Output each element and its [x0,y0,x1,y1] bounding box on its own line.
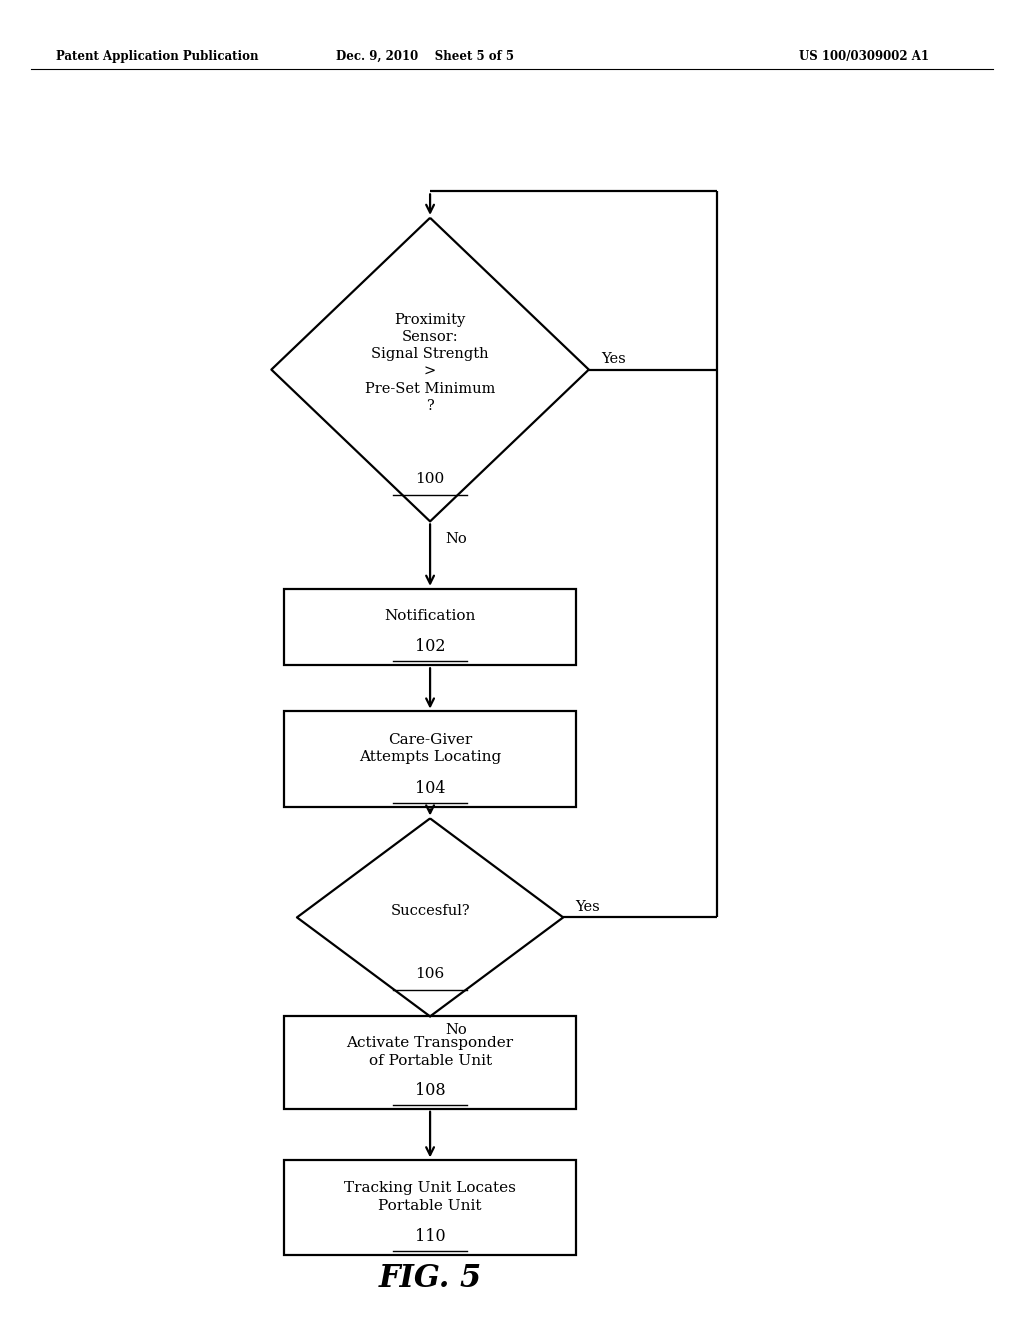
Text: No: No [445,1023,467,1038]
Bar [284,711,575,807]
Text: Proximity
Sensor:
Signal Strength
>
Pre-Set Minimum
?: Proximity Sensor: Signal Strength > Pre-… [365,313,496,413]
Text: Tracking Unit Locates
Portable Unit: Tracking Unit Locates Portable Unit [344,1181,516,1213]
Text: 100: 100 [416,473,444,486]
Text: 110: 110 [415,1229,445,1245]
Bar [284,589,575,665]
Bar [284,1160,575,1255]
Text: No: No [445,532,467,546]
Text: Succesful?: Succesful? [390,904,470,917]
Text: FIG. 5: FIG. 5 [379,1263,481,1294]
Text: Patent Application Publication: Patent Application Publication [56,50,259,63]
Text: Activate Transponder
of Portable Unit: Activate Transponder of Portable Unit [346,1036,514,1068]
Text: Yes: Yes [575,900,600,913]
Text: Yes: Yes [601,352,626,366]
Text: 106: 106 [416,968,444,981]
Text: Notification: Notification [384,610,476,623]
Text: 104: 104 [415,780,445,796]
Text: 102: 102 [415,639,445,655]
Text: Dec. 9, 2010    Sheet 5 of 5: Dec. 9, 2010 Sheet 5 of 5 [336,50,514,63]
Bar [284,1016,575,1109]
Text: US 100/0309002 A1: US 100/0309002 A1 [799,50,929,63]
Text: 108: 108 [415,1082,445,1098]
Text: Care-Giver
Attempts Locating: Care-Giver Attempts Locating [359,733,501,764]
